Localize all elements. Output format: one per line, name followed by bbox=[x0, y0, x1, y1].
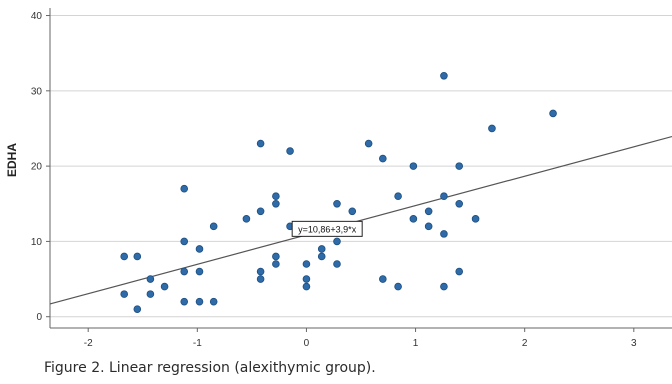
y-tick-label-4: 40 bbox=[31, 11, 43, 22]
data-point-22 bbox=[272, 199, 280, 208]
y-tick-label-0: 0 bbox=[36, 312, 42, 323]
data-point-41 bbox=[409, 162, 418, 170]
data-point-40 bbox=[394, 282, 402, 291]
regression-equation-label: y=10,86+3,9*x bbox=[298, 224, 357, 234]
x-tick-label-2: 0 bbox=[304, 338, 310, 349]
data-point-50 bbox=[455, 199, 464, 208]
y-axis-label: EDHA bbox=[5, 143, 19, 177]
x-tick-label-0: -2 bbox=[84, 338, 93, 349]
regression-line bbox=[49, 135, 672, 305]
data-point-0 bbox=[120, 252, 129, 261]
data-points bbox=[120, 71, 557, 313]
data-point-23 bbox=[272, 252, 280, 261]
x-tick-labels: -2 -1 0 1 2 3 bbox=[84, 328, 637, 349]
data-point-14 bbox=[209, 222, 218, 231]
data-point-25 bbox=[286, 147, 294, 155]
data-point-31 bbox=[317, 252, 326, 261]
data-point-2 bbox=[133, 252, 142, 261]
data-point-5 bbox=[146, 290, 155, 298]
data-point-18 bbox=[256, 207, 265, 216]
data-point-30 bbox=[317, 245, 326, 253]
data-point-20 bbox=[256, 275, 265, 283]
data-point-21 bbox=[272, 192, 280, 201]
data-point-46 bbox=[440, 192, 448, 201]
y-tick-label-3: 30 bbox=[31, 86, 43, 97]
x-tick-label-3: 1 bbox=[413, 338, 419, 349]
data-point-35 bbox=[348, 207, 357, 216]
data-point-1 bbox=[120, 290, 129, 298]
data-point-3 bbox=[133, 305, 142, 313]
data-point-38 bbox=[379, 275, 387, 283]
data-point-27 bbox=[302, 260, 311, 268]
data-point-43 bbox=[424, 207, 433, 216]
data-point-52 bbox=[471, 215, 480, 223]
x-tick-label-1: -1 bbox=[193, 338, 202, 349]
scatter-chart: 0 10 20 30 40 -2 -1 0 1 2 3 y=10,86+3,9*x EDHA bbox=[5, 8, 672, 349]
data-point-29 bbox=[302, 282, 311, 291]
data-point-45 bbox=[440, 71, 448, 80]
data-point-9 bbox=[180, 267, 189, 276]
data-point-47 bbox=[440, 230, 448, 238]
y-tick-label-1: 10 bbox=[31, 237, 43, 248]
axes bbox=[49, 8, 672, 329]
data-point-39 bbox=[394, 192, 402, 201]
data-point-10 bbox=[180, 297, 189, 306]
data-point-51 bbox=[455, 267, 464, 276]
data-point-12 bbox=[195, 267, 204, 276]
data-point-53 bbox=[488, 124, 496, 133]
data-point-11 bbox=[195, 245, 204, 253]
regression-layer bbox=[49, 135, 672, 305]
data-point-32 bbox=[333, 199, 341, 208]
gridlines bbox=[50, 15, 672, 318]
data-point-15 bbox=[209, 297, 218, 306]
data-point-4 bbox=[146, 275, 155, 283]
data-point-17 bbox=[256, 139, 265, 148]
figure-caption: Figure 2. Linear regression (alexithymic… bbox=[44, 360, 376, 376]
data-point-42 bbox=[409, 215, 418, 223]
data-point-48 bbox=[440, 282, 448, 291]
equation-layer: y=10,86+3,9*x bbox=[291, 220, 363, 237]
data-point-28 bbox=[302, 275, 311, 283]
y-tick-label-2: 20 bbox=[31, 162, 43, 173]
data-point-33 bbox=[333, 237, 341, 246]
data-point-37 bbox=[379, 154, 387, 163]
data-point-49 bbox=[455, 162, 464, 170]
y-tick-labels: 0 10 20 30 40 bbox=[31, 11, 50, 323]
equation-box bbox=[291, 220, 363, 237]
data-point-8 bbox=[180, 237, 189, 246]
data-point-36 bbox=[364, 139, 373, 148]
data-point-19 bbox=[256, 267, 265, 276]
data-point-6 bbox=[160, 282, 169, 291]
data-point-13 bbox=[195, 297, 204, 306]
data-point-54 bbox=[549, 109, 557, 118]
data-point-24 bbox=[272, 260, 280, 268]
data-point-34 bbox=[333, 260, 341, 268]
data-point-16 bbox=[242, 215, 251, 223]
data-point-7 bbox=[180, 184, 189, 193]
data-point-44 bbox=[424, 222, 433, 231]
x-tick-label-4: 2 bbox=[522, 338, 528, 349]
x-tick-label-5: 3 bbox=[631, 338, 637, 349]
